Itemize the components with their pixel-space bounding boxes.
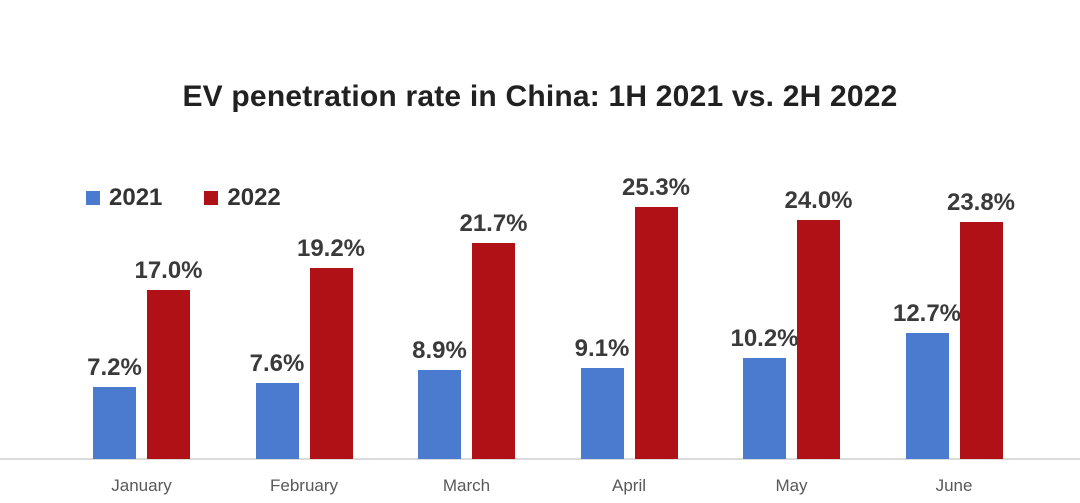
bar-2021-june: 12.7% bbox=[893, 302, 961, 459]
bar-2022-march: 21.7% bbox=[459, 212, 528, 459]
bar-2022-may: 24.0% bbox=[784, 189, 853, 459]
value-label-2022-april: 25.3% bbox=[621, 174, 691, 201]
value-label-2021-january: 7.2% bbox=[87, 354, 142, 381]
value-label-2021-april: 9.1% bbox=[574, 335, 630, 362]
legend-swatch-2022 bbox=[204, 191, 219, 205]
legend-label-2021: 2021 bbox=[109, 184, 163, 211]
value-label-2021-march: 8.9% bbox=[412, 337, 467, 364]
x-tick-february: February bbox=[269, 476, 339, 495]
x-tick-january: January bbox=[111, 476, 172, 495]
bar-2022-january: 17.0% bbox=[134, 259, 203, 459]
legend-swatch-2021 bbox=[86, 191, 100, 205]
bar-group-february: 7.6% 19.2% bbox=[250, 237, 365, 459]
value-label-2022-january: 17.0% bbox=[134, 257, 203, 284]
x-axis-line bbox=[0, 458, 1080, 460]
bar-group-january: 7.2% 17.0% bbox=[87, 259, 203, 459]
bar-2021-april: 9.1% bbox=[575, 337, 629, 459]
legend: 2021 2022 bbox=[86, 186, 281, 210]
legend-label-2022: 2022 bbox=[227, 184, 281, 211]
bar-group-june: 12.7% 23.8% bbox=[893, 191, 1015, 459]
bar-2021-may: 10.2% bbox=[730, 327, 799, 459]
value-label-2022-march: 21.7% bbox=[459, 210, 528, 237]
x-tick-may: May bbox=[775, 476, 808, 495]
bar-2022-april: 25.3% bbox=[622, 176, 690, 459]
value-label-2022-february: 19.2% bbox=[296, 235, 366, 262]
value-label-2022-june: 23.8% bbox=[946, 189, 1016, 216]
x-tick-june: June bbox=[935, 476, 973, 495]
bar-group-march: 8.9% 21.7% bbox=[412, 212, 528, 459]
bar-2022-february: 19.2% bbox=[297, 237, 365, 459]
legend-item-2021: 2021 bbox=[86, 186, 162, 210]
bar-2022-june: 23.8% bbox=[947, 191, 1015, 459]
legend-item-2022: 2022 bbox=[204, 184, 281, 211]
x-tick-march: March bbox=[442, 476, 491, 495]
chart-title: EV penetration rate in China: 1H 2021 vs… bbox=[182, 80, 898, 113]
bar-2021-february: 7.6% bbox=[250, 352, 304, 459]
bar-2021-january: 7.2% bbox=[87, 356, 142, 459]
bar-group-april: 9.1% 25.3% bbox=[575, 176, 690, 459]
value-label-2021-february: 7.6% bbox=[249, 350, 305, 377]
value-label-2021-june: 12.7% bbox=[892, 300, 962, 327]
bar-2021-march: 8.9% bbox=[412, 339, 467, 459]
bar-group-may: 10.2% 24.0% bbox=[730, 189, 853, 459]
value-label-2021-may: 10.2% bbox=[730, 325, 799, 352]
value-label-2022-may: 24.0% bbox=[784, 187, 853, 214]
x-tick-april: April bbox=[611, 476, 646, 495]
